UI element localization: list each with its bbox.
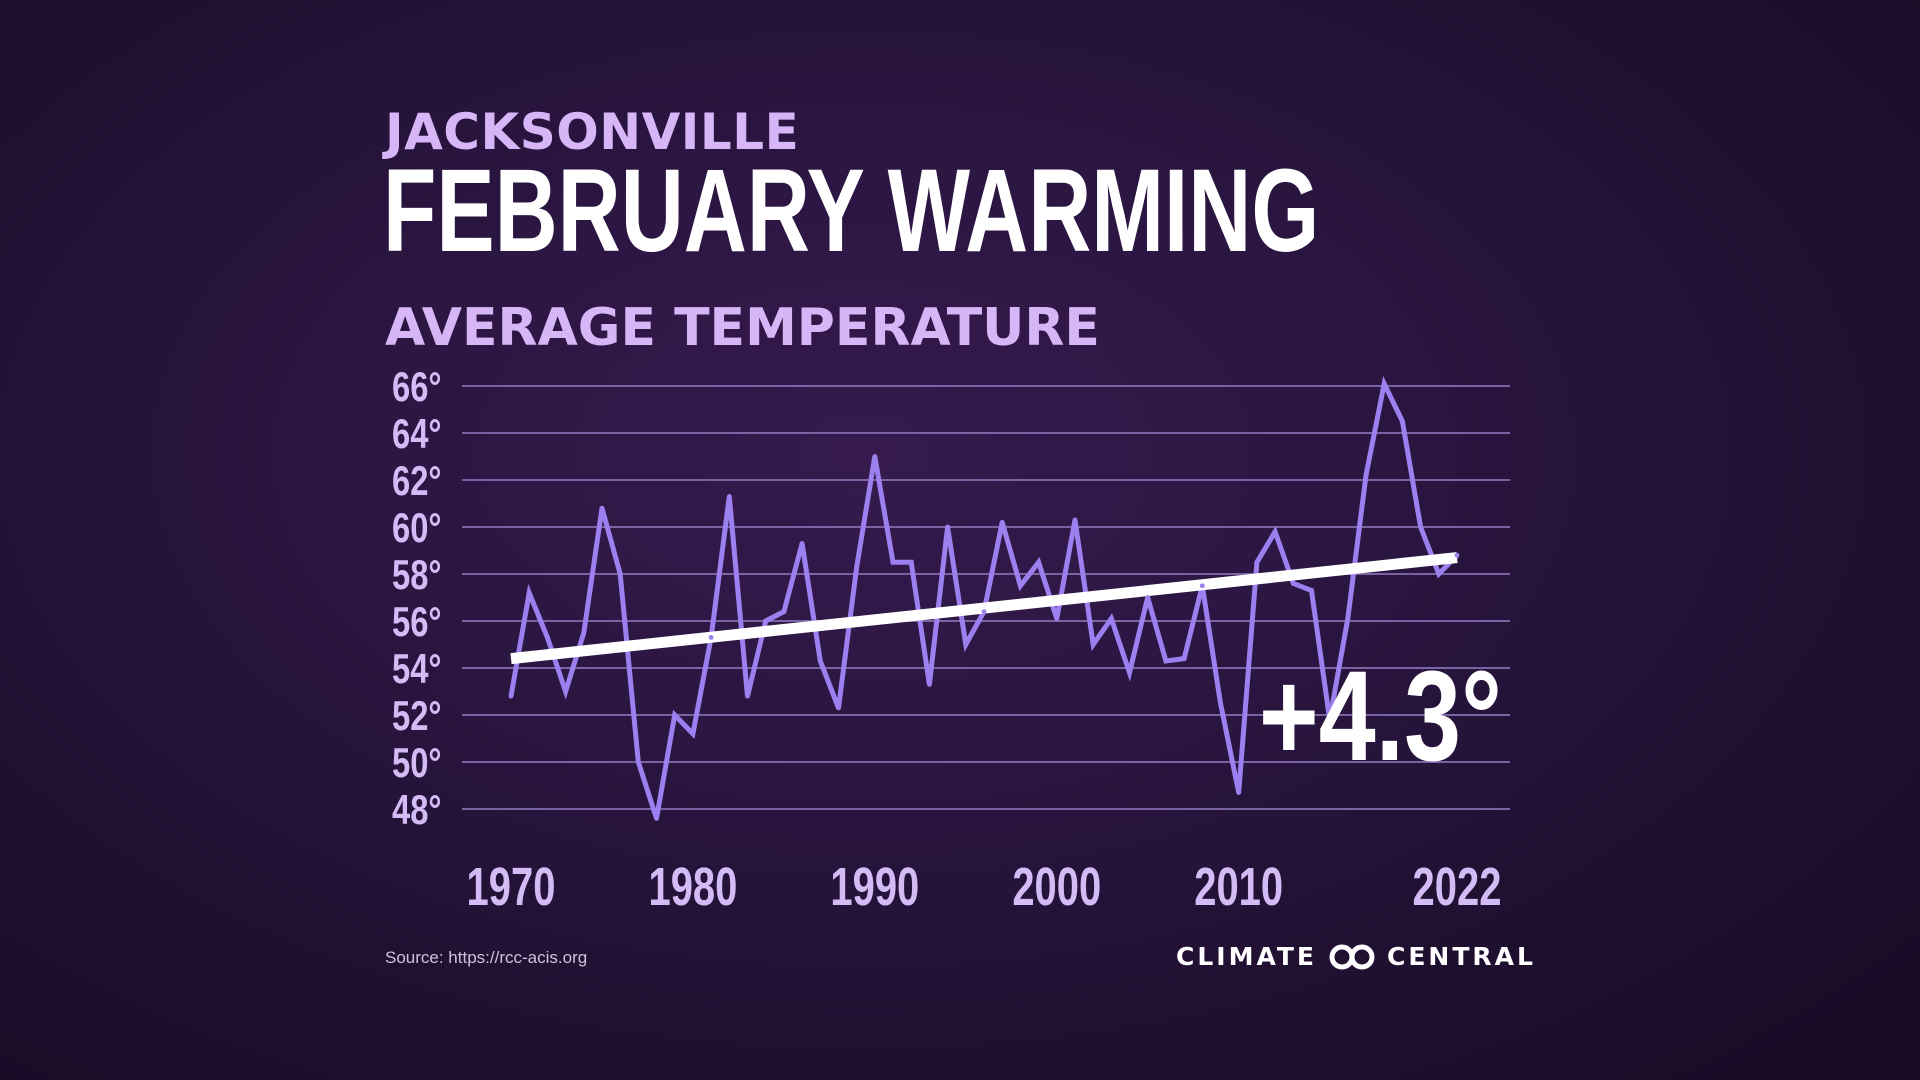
y-tick-label: 66° xyxy=(392,363,442,410)
data-point xyxy=(1218,700,1223,706)
data-point xyxy=(1072,517,1078,523)
y-tick-label: 52° xyxy=(392,692,442,739)
data-point xyxy=(654,816,659,821)
data-point xyxy=(1054,616,1060,622)
x-tick-label: 1970 xyxy=(467,857,556,917)
data-point xyxy=(1400,418,1405,424)
data-point xyxy=(799,541,805,546)
data-point xyxy=(1309,588,1314,593)
y-tick-label: 48° xyxy=(392,786,442,833)
y-tick-label: 60° xyxy=(392,504,442,551)
data-point xyxy=(981,609,987,614)
x-tick-label: 1990 xyxy=(830,857,919,917)
data-point xyxy=(1418,524,1424,530)
series-points xyxy=(508,381,1460,821)
data-point xyxy=(836,705,841,711)
page-title: FEBRUARY WARMING xyxy=(383,145,1320,277)
data-point xyxy=(690,731,696,737)
data-point xyxy=(763,618,769,624)
climate-central-rings-icon xyxy=(1329,944,1375,969)
data-point xyxy=(544,635,550,640)
data-point xyxy=(1254,559,1260,565)
brand-right-text: CENTRAL xyxy=(1387,942,1536,971)
data-point xyxy=(672,712,678,718)
city-label: JACKSONVILLE xyxy=(385,103,800,161)
trend-line xyxy=(510,552,1458,665)
data-point xyxy=(817,658,823,664)
data-point xyxy=(599,505,605,511)
data-point xyxy=(1381,381,1387,387)
data-point xyxy=(854,564,860,570)
data-point xyxy=(563,689,568,694)
data-point xyxy=(581,630,587,636)
data-point xyxy=(635,759,641,765)
x-tick-label: 2010 xyxy=(1194,857,1283,917)
data-point xyxy=(945,524,951,530)
data-point xyxy=(1145,595,1151,600)
data-point xyxy=(526,590,532,596)
y-tick-label: 56° xyxy=(392,598,442,645)
y-tick-label: 50° xyxy=(392,739,442,786)
climate-central-logo: CLIMATE CENTRAL xyxy=(1176,942,1536,971)
data-point xyxy=(617,571,623,577)
brand-left-text: CLIMATE xyxy=(1176,942,1317,971)
data-point xyxy=(1363,472,1369,478)
data-point xyxy=(1163,658,1169,664)
data-point xyxy=(508,693,514,699)
data-point xyxy=(1127,670,1132,676)
data-point xyxy=(1290,581,1296,586)
y-tick-label: 54° xyxy=(392,645,442,692)
data-point xyxy=(1345,616,1351,622)
data-point xyxy=(890,559,896,565)
data-point xyxy=(963,642,969,647)
data-point xyxy=(1436,571,1442,577)
y-tick-label: 62° xyxy=(392,457,442,504)
y-tick-label: 58° xyxy=(392,551,442,598)
data-point xyxy=(1199,583,1205,589)
x-tick-label: 2000 xyxy=(1012,857,1101,917)
data-point xyxy=(1327,717,1333,723)
data-point xyxy=(999,519,1005,525)
data-point xyxy=(1108,616,1114,622)
data-point xyxy=(908,559,914,565)
data-point xyxy=(726,494,732,499)
warming-annotation: +4.3° xyxy=(1259,644,1502,788)
data-point xyxy=(872,454,878,459)
data-point xyxy=(1181,656,1187,661)
data-point xyxy=(745,693,750,699)
y-tick-label: 64° xyxy=(392,410,442,457)
data-point xyxy=(1454,552,1460,558)
y-axis-ticks: 66°64°62°60°58°56°54°52°50°48° xyxy=(392,363,442,833)
data-point xyxy=(781,609,787,614)
x-axis-ticks: 1970 1980 1990 2000 2010 2022 xyxy=(467,857,1502,917)
x-tick-label: 2022 xyxy=(1413,857,1502,917)
data-point xyxy=(1017,583,1023,589)
chart-subtitle: AVERAGE TEMPERATURE xyxy=(385,298,1100,358)
data-point xyxy=(708,635,714,640)
x-tick-label: 1980 xyxy=(648,857,737,917)
source-note: Source: https://rcc-acis.org xyxy=(385,948,588,967)
data-point xyxy=(1090,642,1096,647)
data-point xyxy=(1036,559,1041,565)
data-point xyxy=(1236,790,1242,795)
data-point xyxy=(927,682,932,687)
data-point xyxy=(1272,529,1278,535)
